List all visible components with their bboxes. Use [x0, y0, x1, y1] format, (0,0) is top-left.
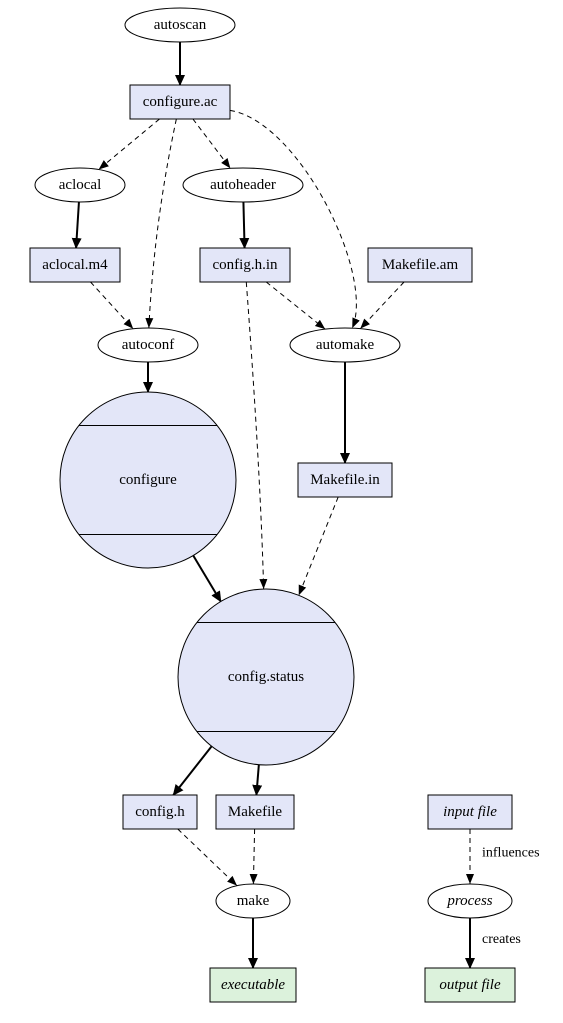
nodes-layer: autoscan configure.ac aclocal autoheader acl…	[30, 8, 515, 1002]
node-label-configure: configure	[119, 472, 177, 488]
edge-configure_ac-to-aclocal	[99, 119, 160, 170]
node-label-automake: automake	[316, 337, 375, 353]
node-label-executable: executable	[221, 977, 285, 993]
node-config_h_in: config.h.in	[200, 248, 290, 282]
node-automake: automake	[290, 328, 400, 362]
node-executable: executable	[210, 968, 296, 1002]
edge-configure_ac-to-autoconf	[149, 119, 177, 328]
node-configure_ac: configure.ac	[130, 85, 230, 119]
node-label-make: make	[237, 893, 270, 909]
node-label-legend_output: output file	[439, 977, 501, 993]
node-label-makefile_in: Makefile.in	[310, 472, 380, 488]
edge-aclocal_m4-to-autoconf	[91, 282, 134, 329]
node-label-config_status: config.status	[228, 669, 304, 685]
edge-label-legend_process-to-legend_output: creates	[482, 932, 521, 947]
node-config_status: config.status	[178, 589, 354, 765]
edge-config_h-to-make	[178, 829, 237, 886]
edge-config_h_in-to-automake	[266, 282, 325, 329]
node-label-makefile: Makefile	[228, 804, 282, 820]
node-label-autoconf: autoconf	[122, 337, 174, 353]
edge-config_status-to-makefile	[256, 765, 258, 795]
node-make: make	[216, 884, 290, 918]
edge-aclocal-to-aclocal_m4	[76, 202, 79, 248]
node-aclocal: aclocal	[35, 168, 125, 202]
node-label-configure_ac: configure.ac	[143, 94, 218, 110]
edge-label-legend_input-to-legend_process: influences	[482, 846, 540, 861]
node-config_h: config.h	[123, 795, 197, 829]
node-aclocal_m4: aclocal.m4	[30, 248, 120, 282]
edge-makefile-to-make	[253, 829, 254, 884]
node-autoheader: autoheader	[183, 168, 303, 202]
node-autoconf: autoconf	[98, 328, 198, 362]
node-label-aclocal_m4: aclocal.m4	[42, 257, 108, 273]
edge-autoheader-to-config_h_in	[243, 202, 244, 248]
edge-config_h_in-to-config_status	[246, 282, 263, 589]
node-label-makefile_am: Makefile.am	[382, 257, 459, 273]
edge-configure_ac-to-automake	[230, 110, 356, 328]
node-label-aclocal: aclocal	[59, 177, 101, 193]
edge-makefile_in-to-config_status	[299, 497, 338, 595]
edge-makefile_am-to-automake	[360, 282, 404, 329]
node-makefile_in: Makefile.in	[298, 463, 392, 497]
node-legend_output: output file	[425, 968, 515, 1002]
node-configure: configure	[60, 392, 236, 568]
node-label-autoheader: autoheader	[210, 177, 276, 193]
edge-configure_ac-to-autoheader	[193, 119, 230, 168]
node-label-config_h: config.h	[135, 804, 185, 820]
edge-config_status-to-config_h	[173, 746, 211, 795]
node-label-legend_input: input file	[443, 804, 497, 820]
node-autoscan: autoscan	[125, 8, 235, 42]
node-label-config_h_in: config.h.in	[213, 257, 278, 273]
node-legend_process: process	[428, 884, 512, 918]
node-makefile: Makefile	[216, 795, 294, 829]
edge-configure-to-config_status	[193, 555, 221, 601]
node-legend_input: input file	[428, 795, 512, 829]
autotools-flow-diagram: influences creates autoscan configure.ac acl…	[0, 0, 563, 1023]
node-makefile_am: Makefile.am	[368, 248, 472, 282]
node-label-autoscan: autoscan	[154, 17, 207, 33]
node-label-legend_process: process	[446, 893, 492, 909]
